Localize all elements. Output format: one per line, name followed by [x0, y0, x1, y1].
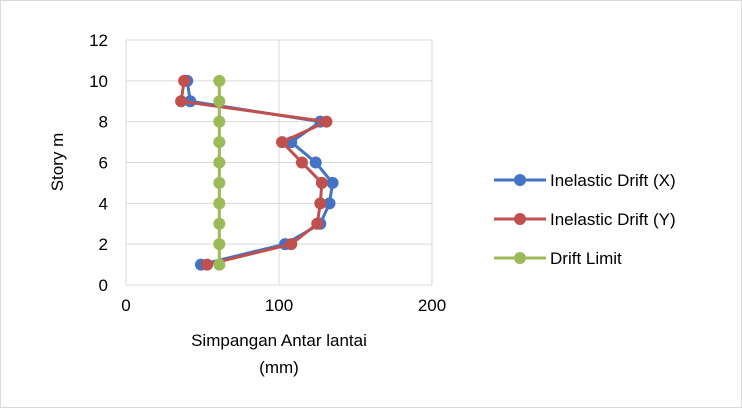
data-point: [213, 197, 226, 210]
legend-label: Inelastic Drift (Y): [550, 210, 676, 229]
data-point: [175, 95, 188, 108]
data-point: [311, 217, 324, 230]
data-point: [213, 156, 226, 169]
plot-series: [175, 74, 339, 271]
data-point: [285, 238, 298, 251]
y-tick-label: 12: [89, 31, 108, 50]
y-tick-label: 8: [99, 113, 108, 132]
data-point: [213, 238, 226, 251]
x-tick-label: 200: [418, 296, 446, 315]
data-point: [295, 156, 308, 169]
data-point: [213, 74, 226, 87]
data-point: [276, 136, 289, 149]
legend-marker: [514, 252, 526, 264]
data-point: [213, 95, 226, 108]
y-tick-label: 2: [99, 235, 108, 254]
y-tick-label: 10: [89, 72, 108, 91]
series-line-2: [179, 80, 328, 267]
data-point: [320, 115, 333, 128]
data-point: [213, 176, 226, 189]
data-point: [314, 197, 327, 210]
x-tick-label: 100: [265, 296, 293, 315]
data-point: [309, 156, 322, 169]
y-tick-label: 6: [99, 154, 108, 173]
data-point: [213, 115, 226, 128]
y-tick-label: 0: [99, 276, 108, 295]
data-point: [326, 176, 339, 189]
data-point: [213, 136, 226, 149]
x-axis-title-line-1: Simpangan Antar lantai: [191, 331, 367, 350]
data-point: [178, 74, 191, 87]
gridlines: [125, 39, 433, 286]
data-point: [213, 258, 226, 271]
x-tick-label: 0: [121, 296, 130, 315]
x-axis-title-line-2: (mm): [259, 358, 299, 377]
data-point: [201, 258, 214, 271]
legend-marker: [514, 213, 526, 225]
data-point: [213, 217, 226, 230]
data-point: [323, 197, 336, 210]
legend-marker: [514, 174, 526, 186]
legend-label: Drift Limit: [550, 249, 622, 268]
data-point: [315, 176, 328, 189]
legend-label: Inelastic Drift (X): [550, 171, 676, 190]
y-axis-title: Story m: [48, 133, 67, 192]
y-tick-label: 4: [99, 194, 108, 213]
tick-labels: 0 2 4 6 8 10 12 0 100 200: [89, 31, 446, 315]
legend: Inelastic Drift (X) Inelastic Drift (Y) Dr…: [494, 171, 676, 268]
